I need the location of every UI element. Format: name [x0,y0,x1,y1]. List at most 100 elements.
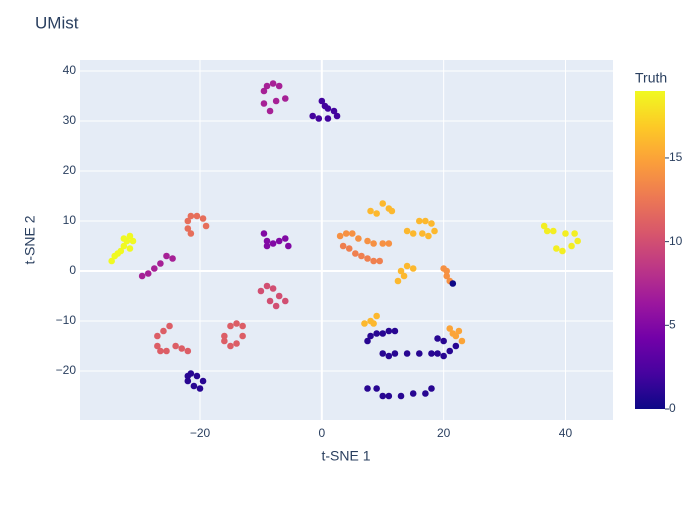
point [540,222,548,230]
x-tick-label: −20 [190,426,211,440]
point [272,302,280,310]
point [455,327,463,335]
point [409,390,417,397]
point [553,245,560,252]
point [275,292,283,300]
point [263,82,271,90]
point [333,112,341,120]
point [568,242,575,250]
point [336,232,344,240]
point [373,330,380,337]
point [391,350,399,357]
point [144,270,152,277]
point [385,327,393,335]
point [352,250,359,257]
point [221,337,228,345]
point [364,237,371,245]
point [440,352,447,360]
point [187,212,195,220]
point [129,237,137,245]
y-tick-label: −10 [56,313,77,327]
point [443,272,451,280]
point [574,237,581,245]
point [434,335,441,342]
point [315,115,323,122]
point [397,392,405,400]
y-tick-label: 20 [63,163,77,177]
point [269,80,277,87]
y-axis-title: t-SNE 2 [22,215,38,264]
point [385,352,393,360]
point [400,272,408,280]
point [367,207,374,215]
point [361,320,368,327]
point [571,230,578,237]
point [385,392,393,400]
point [281,235,289,242]
point [449,280,457,287]
point [154,332,161,340]
point [260,100,268,107]
point [281,95,289,102]
point [157,260,164,267]
point [120,235,128,242]
point [190,382,198,390]
point [199,215,207,222]
point [154,342,161,350]
point [269,240,277,247]
point [202,222,210,230]
point [434,350,441,357]
point [409,265,417,272]
point [409,230,417,237]
x-axis-title: t-SNE 1 [321,448,370,464]
point [239,332,246,340]
point [184,225,192,232]
y-tick-label: −20 [56,363,77,377]
point [166,322,173,330]
y-tick-label: 30 [63,113,77,127]
point [233,320,240,327]
point [443,267,451,275]
plot-area [80,60,613,420]
point [108,257,115,265]
point [275,237,283,245]
point [376,257,383,265]
point [425,232,432,240]
point [184,377,192,385]
point [379,350,387,357]
point [397,267,405,275]
point [385,240,393,247]
point [227,342,234,350]
point [367,332,374,340]
colorbar-tick-label: 5 [669,317,676,331]
point [126,232,134,240]
point [345,245,353,252]
point [415,350,423,357]
point [184,217,192,225]
point [330,107,338,115]
point [199,377,207,385]
point [263,242,271,250]
point [187,230,195,237]
point [138,272,146,280]
point [339,242,347,250]
point [263,282,271,290]
point [446,347,454,355]
x-tick-label: 0 [318,426,325,440]
point [163,347,170,355]
point [358,252,365,260]
point [422,390,429,397]
point [388,207,396,215]
point [221,332,228,340]
point [391,327,399,335]
point [428,350,435,357]
point [422,217,429,225]
point [370,257,377,265]
point [403,262,411,270]
point [550,227,557,235]
point [440,337,447,345]
point [184,372,192,380]
point [257,287,265,295]
